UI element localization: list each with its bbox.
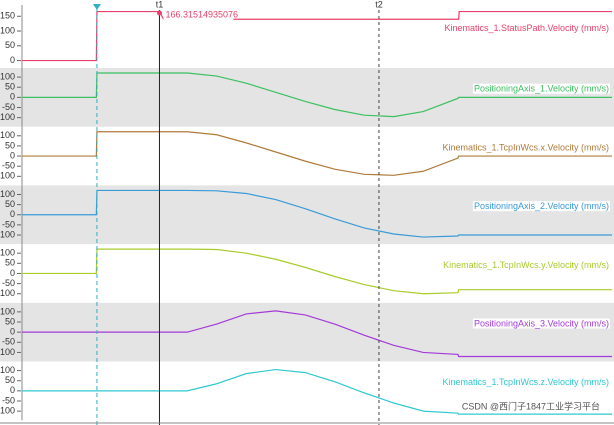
label-bg [472, 318, 610, 329]
y-tick-label: 100 [0, 365, 15, 375]
y-tick-label: -100 [0, 288, 15, 298]
readout-bg [163, 9, 234, 20]
series-label: Kinematics_1.TcpInWcs.x.Velocity (mm/s) [442, 142, 609, 152]
y-tick-label: 0 [10, 385, 15, 395]
y-tick-label: 100 [0, 248, 15, 258]
label-bg [441, 142, 610, 153]
y-tick-label: -100 [0, 171, 15, 181]
strip-bg [0, 185, 614, 245]
y-tick-label: 0 [10, 268, 15, 278]
y-tick-label: 100 [0, 189, 15, 199]
series-label: PositioningAxis_3.Velocity (mm/s) [474, 319, 609, 329]
y-tick-label: 0 [10, 327, 15, 337]
y-tick-label: 50 [5, 199, 15, 209]
y-tick-label: 50 [5, 316, 15, 326]
y-tick-label: -50 [2, 102, 15, 112]
label-bg [472, 201, 610, 212]
readout-value: 166.31514935076 [165, 9, 238, 19]
y-tick-label: -100 [0, 347, 15, 357]
y-tick-label: 100 [0, 306, 15, 316]
y-tick-label: -50 [2, 219, 15, 229]
series-label: Kinematics_1.StatusPath.Velocity (mm/s) [444, 23, 609, 33]
cursor-label: t2 [375, 0, 383, 9]
y-tick-label: -50 [2, 161, 15, 171]
cursor-label: t1 [156, 0, 164, 9]
trace-line [22, 131, 612, 176]
y-tick-label: 150 [0, 11, 15, 21]
y-tick-label: -50 [2, 395, 15, 405]
y-tick-label: 50 [5, 140, 15, 150]
trace-line [22, 248, 612, 295]
series-label: PositioningAxis_1.Velocity (mm/s) [474, 84, 609, 94]
y-tick-label: 0 [10, 55, 15, 65]
trace-line [22, 189, 612, 238]
y-tick-label: 50 [5, 40, 15, 50]
label-bg [442, 259, 610, 270]
series-label: PositioningAxis_2.Velocity (mm/s) [474, 201, 609, 211]
label-bg [441, 377, 610, 388]
y-tick-label: 0 [10, 209, 15, 219]
y-tick-label: -50 [2, 278, 15, 288]
series-label: Kinematics_1.TcpInWcs.z.Velocity (mm/s) [442, 377, 609, 387]
readout-dot [156, 10, 162, 16]
y-tick-label: 100 [0, 130, 15, 140]
trigger-marker [92, 4, 101, 10]
y-tick-label: 0 [10, 92, 15, 102]
trace-line [22, 310, 612, 358]
y-tick-label: -100 [0, 229, 15, 239]
y-tick-label: -100 [0, 405, 15, 415]
y-tick-label: 0 [10, 150, 15, 160]
trace-line [22, 72, 612, 118]
y-tick-label: -100 [0, 112, 15, 122]
y-tick-label: 100 [0, 71, 15, 81]
watermark: CSDN @西门子1847工业学习平台 [462, 400, 600, 411]
trace-line [22, 368, 612, 415]
y-tick-label: 50 [5, 375, 15, 385]
series-label: Kinematics_1.TcpInWcs.y.Velocity (mm/s) [443, 260, 609, 270]
y-tick-label: 50 [5, 258, 15, 268]
label-bg [472, 83, 610, 94]
y-tick-label: 50 [5, 82, 15, 92]
y-tick-label: -50 [2, 337, 15, 347]
y-tick-label: 100 [0, 25, 15, 35]
label-bg [443, 22, 611, 33]
